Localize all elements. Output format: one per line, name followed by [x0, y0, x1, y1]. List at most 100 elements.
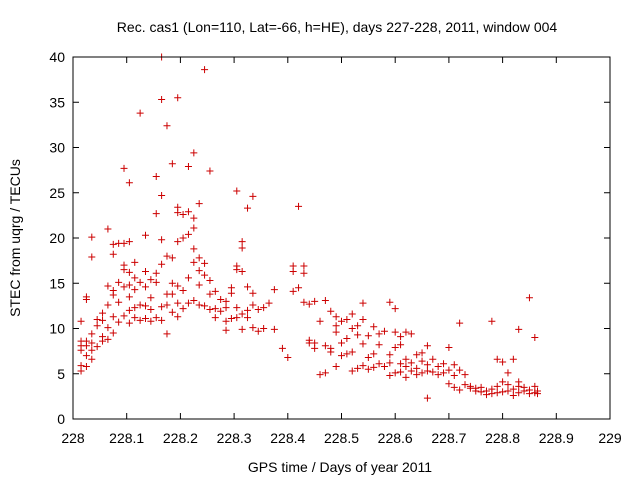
data-point [184, 208, 192, 216]
data-point [338, 339, 345, 347]
data-point [179, 305, 187, 313]
data-point [300, 262, 308, 270]
data-point [141, 231, 149, 239]
data-point [104, 282, 112, 290]
data-point [418, 349, 426, 357]
data-point [88, 355, 96, 363]
data-point [115, 318, 123, 326]
data-point [249, 324, 257, 332]
data-point [238, 325, 246, 333]
data-point [168, 308, 176, 316]
data-point [238, 310, 246, 318]
data-point [445, 344, 453, 352]
data-point [147, 317, 155, 325]
data-point [509, 355, 517, 363]
y-tick-label: 30 [49, 140, 65, 156]
data-point [391, 305, 399, 313]
data-point [359, 315, 367, 323]
data-point [249, 301, 257, 309]
data-point [466, 382, 474, 390]
data-point [211, 287, 219, 295]
data-point [120, 164, 128, 172]
data-point [179, 234, 187, 242]
data-point [125, 179, 133, 187]
data-point [386, 372, 394, 380]
data-point [493, 355, 501, 363]
data-point [201, 66, 209, 74]
y-tick-label: 35 [49, 94, 65, 110]
data-point [391, 328, 399, 336]
data-point [244, 283, 252, 291]
data-point [300, 298, 308, 306]
data-point [493, 389, 501, 397]
data-point [289, 287, 297, 295]
data-point [222, 304, 230, 312]
data-point [499, 358, 507, 366]
data-point [265, 299, 273, 307]
data-point [233, 262, 241, 270]
data-point [402, 363, 410, 371]
data-point [354, 322, 362, 330]
data-point [115, 278, 123, 286]
data-point [120, 261, 128, 269]
data-point [434, 363, 442, 371]
data-point [233, 304, 241, 312]
data-point [125, 281, 133, 289]
x-axis-label: GPS time / Days of year 2011 [248, 459, 432, 475]
data-point [179, 210, 187, 218]
data-point [88, 233, 96, 241]
data-point [413, 364, 421, 372]
data-point [434, 371, 442, 379]
data-point [295, 284, 303, 292]
data-point [190, 214, 198, 222]
data-point [77, 317, 85, 325]
data-point [174, 203, 182, 211]
y-tick-label: 15 [49, 275, 65, 291]
data-point [152, 278, 160, 286]
data-point [386, 351, 394, 359]
data-point [147, 276, 155, 284]
data-point [397, 341, 405, 349]
data-point [179, 286, 187, 294]
data-point [168, 279, 176, 287]
data-point [174, 313, 182, 321]
data-point [429, 355, 437, 363]
data-point [93, 315, 101, 323]
data-point [222, 317, 230, 325]
data-point [152, 210, 160, 218]
data-point [515, 389, 523, 397]
data-point [158, 191, 166, 199]
y-tick-label: 0 [57, 411, 65, 427]
data-point [109, 313, 117, 321]
data-point [380, 363, 388, 371]
data-point [131, 274, 139, 282]
data-point [375, 341, 383, 349]
data-point [88, 339, 96, 347]
data-point [195, 200, 203, 208]
data-point [359, 340, 367, 348]
data-point [327, 307, 335, 315]
data-point [413, 351, 421, 359]
data-point [125, 268, 133, 276]
data-point [190, 296, 198, 304]
data-point [440, 369, 448, 377]
data-point [418, 369, 426, 377]
plot-frame [72, 56, 611, 420]
data-point [278, 344, 286, 352]
x-tick-label: 228.7 [431, 430, 466, 446]
data-point [321, 296, 329, 304]
data-point [520, 383, 528, 391]
data-point [300, 269, 308, 277]
data-point [99, 333, 107, 341]
data-point [450, 372, 458, 380]
data-point [445, 380, 453, 388]
data-point [163, 122, 171, 130]
data-point [450, 361, 458, 369]
data-point [316, 371, 324, 379]
x-tick-label: 228.4 [270, 430, 305, 446]
data-point [402, 328, 410, 336]
data-point [141, 315, 149, 323]
data-point [456, 319, 464, 327]
data-point [316, 317, 324, 325]
data-point [88, 330, 96, 338]
